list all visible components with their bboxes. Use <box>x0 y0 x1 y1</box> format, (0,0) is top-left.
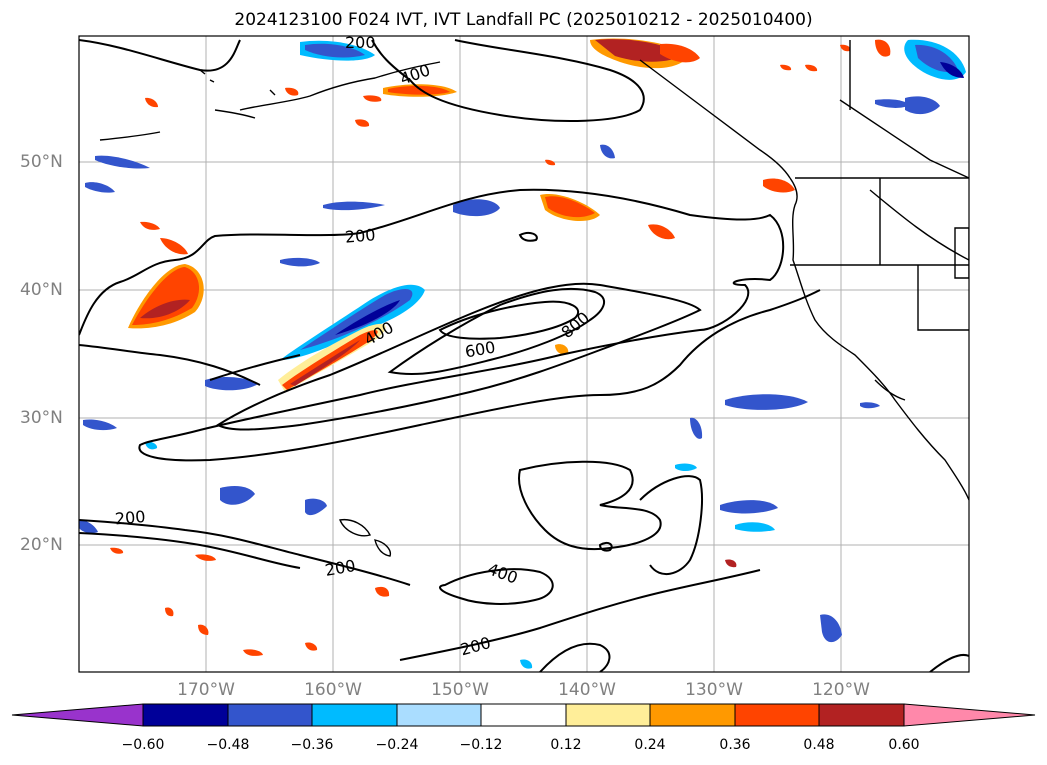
lon-label: 170°W <box>177 680 235 700</box>
colorbar-bin <box>311 703 398 727</box>
colorbar-extend-low <box>11 703 144 727</box>
lon-label: 130°W <box>685 680 743 700</box>
colorbar-tick-label: −0.12 <box>459 737 503 753</box>
gridlines <box>79 36 969 672</box>
colorbar-bin <box>142 703 229 727</box>
colorbar-tick-label: 0.12 <box>550 737 582 753</box>
negative-anomaly-regions <box>79 39 966 669</box>
colorbar-bin <box>649 703 736 727</box>
ivt-contours <box>79 39 969 672</box>
colorbar-bin <box>227 703 313 727</box>
colorbar-tick-label: −0.24 <box>375 737 419 753</box>
contour-label-800: 800 <box>557 308 593 342</box>
colorbar-tick-label: −0.60 <box>121 737 165 753</box>
colorbar <box>11 703 1036 727</box>
lon-label: 150°W <box>431 680 489 700</box>
contour-label-200: 200 <box>344 225 376 247</box>
colorbar-bin <box>396 703 482 727</box>
contour-label-400: 400 <box>485 559 520 587</box>
map-title: 2024123100 F024 IVT, IVT Landfall PC (20… <box>234 10 813 30</box>
lon-label: 140°W <box>558 680 616 700</box>
coastlines <box>99 40 969 557</box>
colorbar-tick-label: −0.48 <box>206 737 250 753</box>
lon-label: 160°W <box>304 680 362 700</box>
colorbar-tick-label: 0.24 <box>634 737 666 753</box>
positive-anomaly-regions <box>110 38 891 656</box>
colorbar-tick-label: 0.36 <box>719 737 751 753</box>
contour-label-200: 200 <box>458 633 492 659</box>
lat-label: 50°N <box>20 152 63 172</box>
colorbar-bin <box>734 703 820 727</box>
colorbar-extend-high <box>903 703 1036 727</box>
lat-label: 20°N <box>20 535 63 555</box>
contour-label-600: 600 <box>463 337 496 361</box>
colorbar-bin <box>565 703 651 727</box>
lat-label: 30°N <box>20 408 63 428</box>
lat-label: 40°N <box>20 280 63 300</box>
colorbar-bin <box>480 703 567 727</box>
map-frame <box>78 35 970 673</box>
colorbar-tick-label: −0.36 <box>290 737 334 753</box>
colorbar-bin <box>818 703 905 727</box>
lon-label: 120°W <box>812 680 870 700</box>
colorbar-tick-label: 0.60 <box>888 737 920 753</box>
contour-label-200: 200 <box>324 556 357 580</box>
contour-label-400: 400 <box>397 60 432 88</box>
contour-label-200: 200 <box>114 507 146 529</box>
colorbar-tick-label: 0.48 <box>803 737 835 753</box>
contour-label-200: 200 <box>345 33 376 52</box>
